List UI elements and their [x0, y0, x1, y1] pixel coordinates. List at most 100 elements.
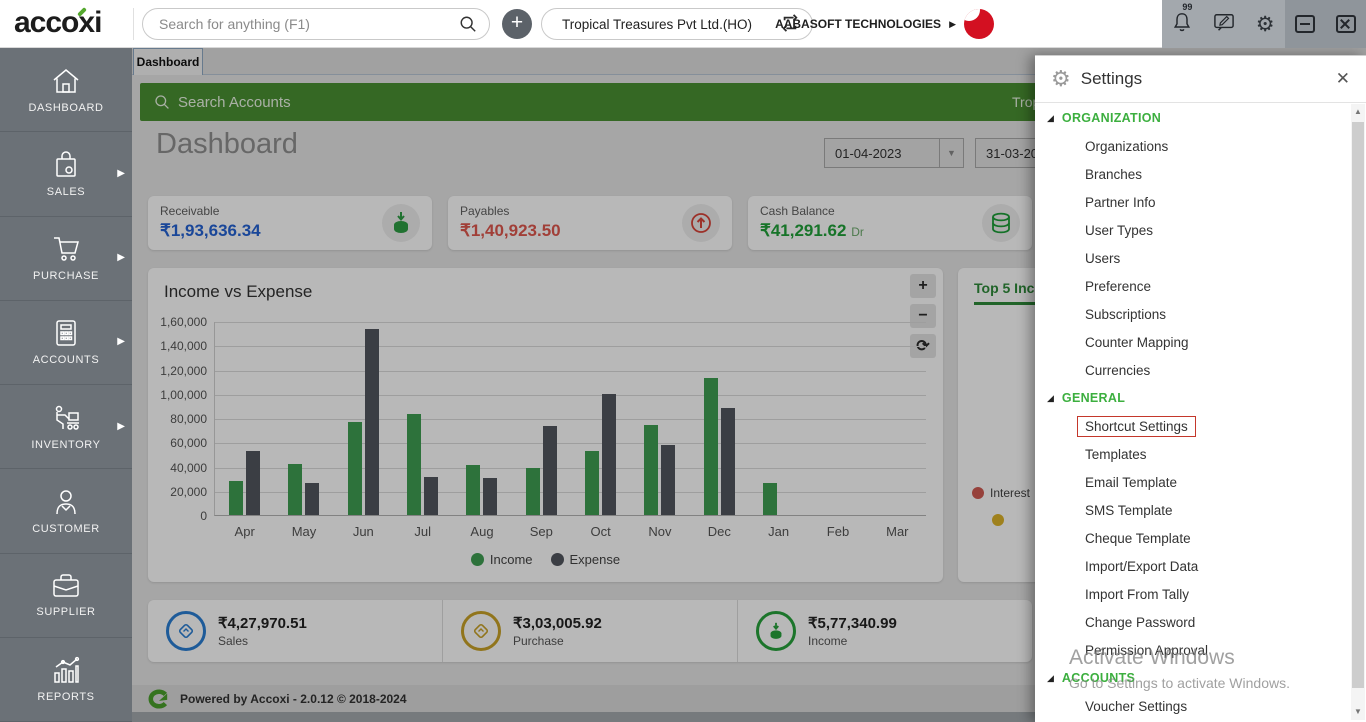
- global-search-input[interactable]: [159, 16, 459, 32]
- sidebar-item-purchase[interactable]: PURCHASE ▶: [0, 217, 132, 301]
- user-avatar[interactable]: [964, 9, 994, 39]
- bar-income-sep: [525, 468, 540, 515]
- settings-item-voucher-settings[interactable]: Voucher Settings: [1085, 698, 1188, 714]
- settings-item-sms-template[interactable]: SMS Template: [1085, 502, 1173, 518]
- payables-card[interactable]: Payables ₹1,40,923.50: [448, 196, 732, 250]
- cash-balance-card[interactable]: Cash Balance ₹41,291.62 Dr: [748, 196, 1032, 250]
- date-from-field[interactable]: 01-04-2023 ▼: [824, 138, 964, 168]
- totals-strip: ₹4,27,970.51 Sales ₹3,03,005.92 Purchase ₹…: [148, 600, 1032, 662]
- search-icon: [155, 95, 169, 109]
- scroll-down-icon[interactable]: ▼: [1354, 707, 1362, 716]
- window-controls: [1285, 0, 1366, 48]
- quick-add-button[interactable]: +: [502, 9, 532, 39]
- settings-item-shortcut-settings[interactable]: Shortcut Settings: [1035, 412, 1351, 440]
- settings-scrollbar[interactable]: ▲ ▼: [1351, 104, 1365, 720]
- settings-group-accounts[interactable]: ◢ ACCOUNTS: [1047, 671, 1136, 685]
- bar-group-aug: Aug: [452, 322, 511, 539]
- x-axis-tick: Apr: [234, 524, 255, 539]
- settings-item-partner-info[interactable]: Partner Info: [1085, 194, 1156, 210]
- home-icon: [53, 68, 79, 93]
- sidebar-item-dashboard[interactable]: DASHBOARD: [0, 48, 132, 133]
- sidebar-item-reports[interactable]: REPORTS: [0, 638, 132, 722]
- settings-item-currencies[interactable]: Currencies: [1085, 362, 1151, 378]
- hand-truck-icon: [55, 405, 79, 430]
- notifications-button[interactable]: 99: [1172, 2, 1192, 38]
- settings-button[interactable]: ⚙: [1255, 12, 1275, 36]
- feedback-button[interactable]: [1213, 12, 1235, 37]
- settings-item-organizations[interactable]: Organizations: [1085, 138, 1169, 154]
- settings-item-user-types[interactable]: User Types: [1085, 222, 1154, 238]
- y-axis-tick: 1,20,000: [160, 364, 207, 378]
- bar-expense-nov: [661, 445, 676, 515]
- bell-icon: [1174, 12, 1191, 31]
- sales-icon: [166, 611, 206, 651]
- settings-item-permission-approval[interactable]: Permission Approval: [1085, 642, 1209, 658]
- gridline: [215, 443, 926, 444]
- minimize-button[interactable]: [1295, 15, 1316, 33]
- purchase-total: ₹3,03,005.92 Purchase: [442, 600, 737, 662]
- scroll-up-icon[interactable]: ▲: [1354, 107, 1362, 116]
- top5-legend-item: Interest: [972, 486, 1030, 500]
- legend-label: Expense: [569, 552, 621, 567]
- x-axis-tick: Mar: [886, 524, 909, 539]
- purchase-icon: [461, 611, 501, 651]
- close-window-button[interactable]: [1335, 15, 1356, 33]
- bar-group-jul: Jul: [393, 322, 452, 539]
- gear-icon: ⚙: [1051, 66, 1071, 91]
- x-axis-tick: Sep: [529, 524, 553, 539]
- payables-arrow-up-icon: [682, 204, 720, 242]
- bottom-strip: [132, 712, 1366, 722]
- legend-label: Income: [489, 552, 533, 567]
- sidebar-item-customer[interactable]: CUSTOMER: [0, 469, 132, 554]
- legend-item-income: Income: [470, 552, 533, 567]
- settings-group-general[interactable]: ◢ GENERAL: [1047, 391, 1126, 405]
- tree-expanded-icon: ◢: [1047, 672, 1054, 683]
- settings-item-email-template[interactable]: Email Template: [1085, 474, 1178, 490]
- receivable-coins-icon: [382, 204, 420, 242]
- settings-item-change-password[interactable]: Change Password: [1085, 614, 1196, 630]
- settings-item-cheque-template[interactable]: Cheque Template: [1085, 530, 1191, 546]
- global-search[interactable]: [142, 8, 490, 40]
- scrollbar-thumb[interactable]: [1352, 122, 1364, 688]
- settings-item-counter-mapping[interactable]: Counter Mapping: [1085, 334, 1189, 350]
- settings-item-branches[interactable]: Branches: [1085, 166, 1143, 182]
- x-axis-tick: Dec: [707, 524, 731, 539]
- settings-item-templates[interactable]: Templates: [1085, 446, 1147, 462]
- zoom-in-button[interactable]: +: [910, 274, 936, 298]
- bar-income-apr: [229, 481, 244, 515]
- settings-group-organization[interactable]: ◢ ORGANIZATION: [1047, 111, 1162, 125]
- user-menu[interactable]: AABASOFT TECHNOLOGIES ▶: [775, 0, 994, 48]
- tab-dashboard[interactable]: Dashboard: [133, 48, 203, 75]
- receivable-card[interactable]: Receivable ₹1,93,636.34: [148, 196, 432, 250]
- sidebar-item-supplier[interactable]: SUPPLIER: [0, 554, 132, 638]
- sidebar-item-inventory[interactable]: INVENTORY ▶: [0, 385, 132, 470]
- accoxi-logo: accoxi: [14, 6, 102, 39]
- gridline: [215, 322, 926, 323]
- x-axis-tick: Jul: [414, 524, 431, 539]
- sidebar-item-sales[interactable]: SALES ▶: [0, 132, 132, 217]
- settings-item-import-from-tally[interactable]: Import From Tally: [1085, 586, 1190, 602]
- settings-item-preference[interactable]: Preference: [1085, 278, 1152, 294]
- search-icon[interactable]: [459, 15, 477, 33]
- x-axis-tick: Jan: [768, 524, 790, 539]
- settings-title: Settings: [1080, 69, 1143, 88]
- company-selector[interactable]: Tropical Treasures Pvt Ltd.(HO): [541, 8, 813, 40]
- x-axis-tick: Nov: [648, 524, 672, 539]
- settings-item-import-export-data[interactable]: Import/Export Data: [1085, 558, 1199, 574]
- zoom-out-button[interactable]: −: [910, 304, 936, 328]
- gridline: [215, 371, 926, 372]
- date-from-dropdown[interactable]: ▼: [939, 139, 963, 167]
- close-settings-icon[interactable]: ✕: [1335, 69, 1350, 88]
- y-axis-tick: 1,40,000: [160, 339, 207, 353]
- bar-expense-sep: [542, 426, 557, 515]
- y-axis-tick: 40,000: [170, 461, 207, 475]
- search-accounts[interactable]: Search Accounts: [154, 94, 291, 111]
- settings-item-subscriptions[interactable]: Subscriptions: [1085, 306, 1167, 322]
- bar-expense-jul: [424, 477, 439, 515]
- settings-item-users[interactable]: Users: [1085, 250, 1121, 266]
- submenu-arrow-icon: ▶: [117, 252, 125, 264]
- switch-company-icon[interactable]: [780, 13, 800, 35]
- x-axis-tick: Jun: [352, 524, 374, 539]
- sidebar-item-accounts[interactable]: ACCOUNTS ▶: [0, 301, 132, 385]
- message-compose-icon: [1214, 13, 1234, 31]
